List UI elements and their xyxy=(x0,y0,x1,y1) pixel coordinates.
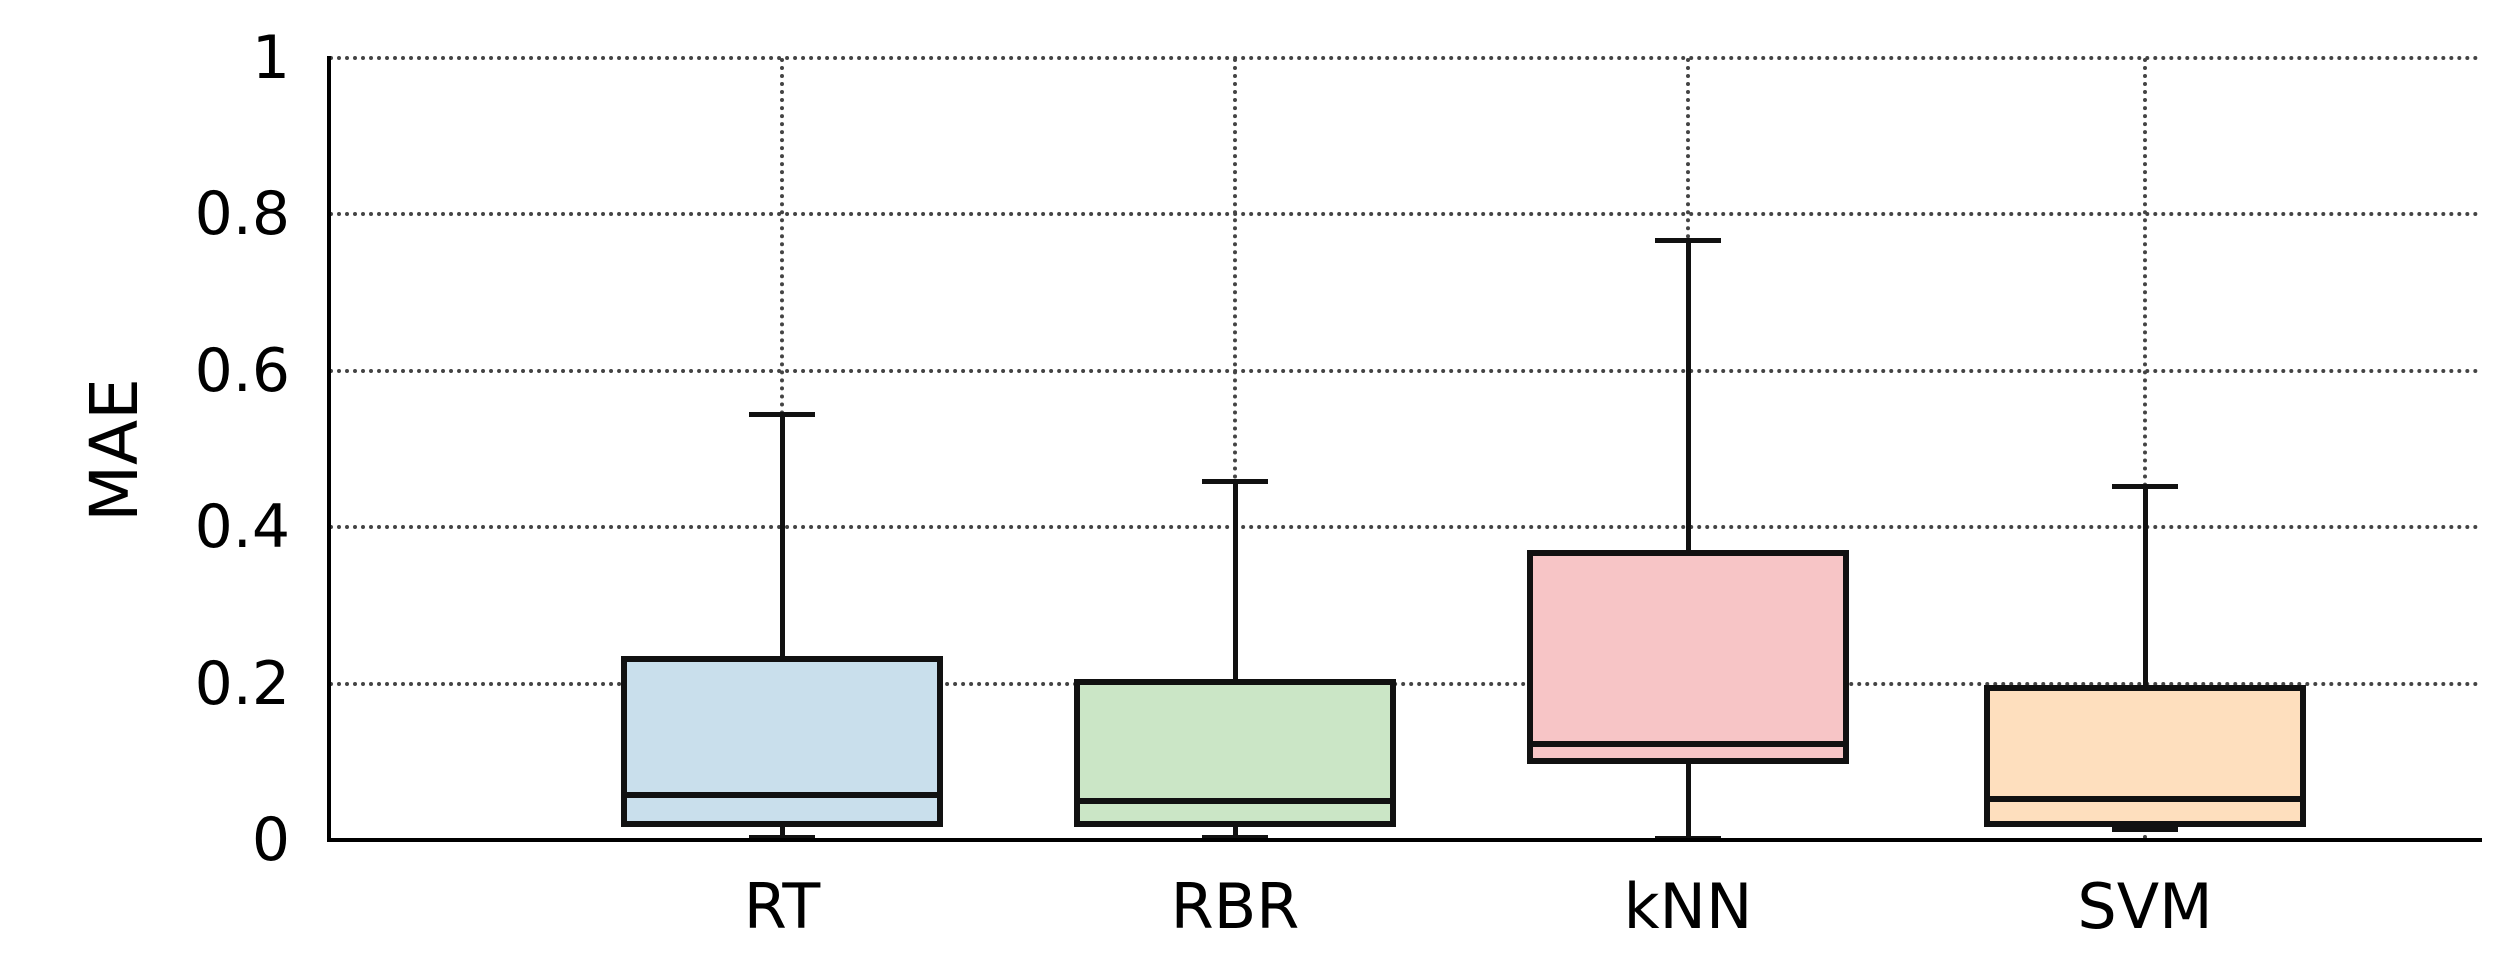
h-gridline xyxy=(329,56,2480,60)
y-tick-label: 0.4 xyxy=(194,492,290,563)
box-whisker-cap-lower xyxy=(749,835,815,841)
y-axis-spine xyxy=(327,56,331,842)
box-whisker-upper xyxy=(1685,240,1691,553)
x-axis-spine xyxy=(327,838,2482,842)
box-RBR xyxy=(1074,679,1396,827)
box-whisker-lower xyxy=(779,823,785,838)
x-tick-label: RBR xyxy=(1170,870,1300,943)
box-kNN xyxy=(1527,550,1849,764)
h-gridline xyxy=(329,212,2480,217)
x-tick-label: RT xyxy=(743,870,821,943)
box-whisker-upper xyxy=(1232,481,1238,683)
box-median-RT xyxy=(624,791,940,798)
h-gridline xyxy=(329,525,2480,530)
y-tick-label: 0 xyxy=(251,805,290,875)
box-whisker-lower xyxy=(2142,823,2148,830)
box-whisker-lower xyxy=(1685,761,1691,839)
box-median-SVM xyxy=(1987,796,2303,803)
box-whisker-lower xyxy=(1232,823,1238,838)
x-tick-label: SVM xyxy=(2077,870,2213,943)
h-gridline xyxy=(329,368,2480,373)
y-tick-label: 0.2 xyxy=(194,648,290,719)
box-whisker-cap-upper xyxy=(1655,238,1721,244)
v-gridline xyxy=(1233,58,1237,840)
box-median-RBR xyxy=(1077,797,1393,804)
box-whisker-cap-upper xyxy=(1202,479,1268,485)
x-tick-label: kNN xyxy=(1623,870,1753,943)
y-tick-label: 1 xyxy=(251,23,290,93)
h-gridline xyxy=(329,681,2480,686)
box-whisker-cap-upper xyxy=(2112,484,2178,490)
box-whisker-cap-lower xyxy=(2112,827,2178,833)
box-SVM xyxy=(1984,685,2306,827)
v-gridline xyxy=(2143,58,2147,840)
y-tick-label: 0.6 xyxy=(194,335,290,406)
y-tick-label: 0.8 xyxy=(194,179,290,250)
box-whisker-cap-upper xyxy=(749,412,815,418)
box-median-kNN xyxy=(1530,740,1846,747)
box-whisker-upper xyxy=(2142,486,2148,689)
box-whisker-cap-lower xyxy=(1202,835,1268,841)
box-whisker-upper xyxy=(779,414,785,659)
box-RT xyxy=(621,655,943,827)
